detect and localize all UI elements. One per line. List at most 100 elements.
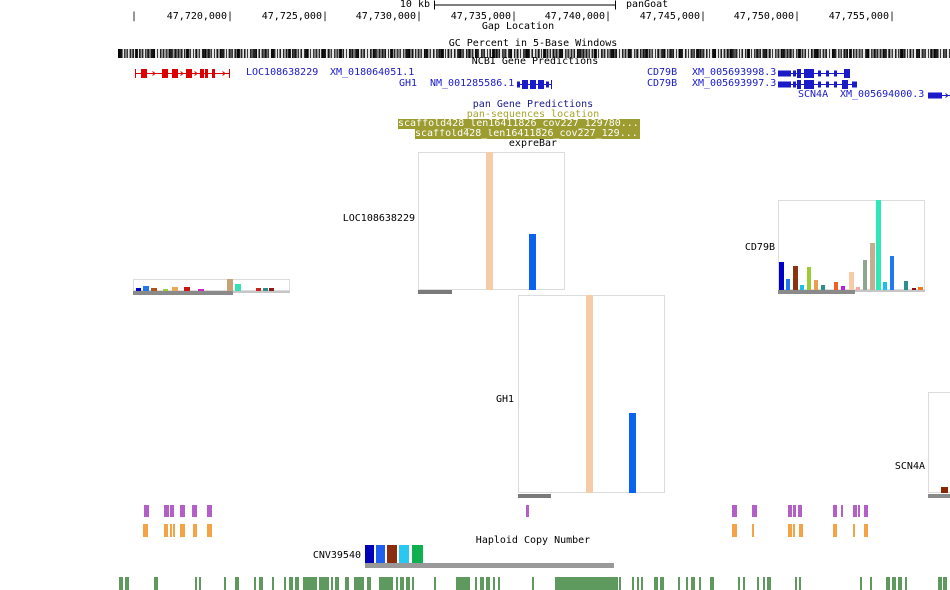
gc-percent-track[interactable] [118, 49, 950, 58]
expression-bar[interactable] [793, 266, 798, 290]
expression-bar[interactable] [263, 288, 268, 291]
gene-accession-label[interactable]: NM_001285586.1 [430, 78, 515, 89]
alignment-block[interactable] [412, 577, 414, 590]
alignment-block[interactable] [738, 577, 740, 590]
orange-variant-mark[interactable] [752, 524, 754, 537]
alignment-block[interactable] [367, 577, 371, 590]
expression-bar[interactable] [486, 152, 493, 290]
purple-variant-mark[interactable] [144, 505, 149, 517]
expression-bar[interactable] [227, 279, 233, 291]
expression-bar[interactable] [184, 287, 190, 291]
alignment-block[interactable] [331, 577, 333, 590]
expression-bar[interactable] [941, 487, 948, 493]
alignment-block[interactable] [354, 577, 364, 590]
gene-name-label[interactable]: SCN4A [798, 89, 829, 100]
alignment-block[interactable] [943, 577, 947, 590]
purple-variant-mark[interactable] [526, 505, 529, 517]
cnv-copy-block[interactable] [412, 545, 423, 563]
gene-structure[interactable] [778, 68, 853, 79]
gene-structure[interactable] [135, 68, 233, 79]
alignment-block[interactable] [619, 577, 621, 590]
alignment-block[interactable] [532, 577, 534, 590]
alignment-block[interactable] [154, 577, 158, 590]
cnv-copy-block[interactable] [365, 545, 374, 563]
expression-bar[interactable] [143, 286, 149, 291]
alignment-block[interactable] [235, 577, 239, 590]
expression-bar[interactable] [800, 285, 804, 290]
expression-bar[interactable] [163, 289, 168, 291]
alignment-block[interactable] [125, 577, 129, 590]
cnv-copy-block[interactable] [387, 545, 397, 563]
expression-bar[interactable] [890, 256, 894, 290]
alignment-block[interactable] [195, 577, 197, 590]
alignment-block[interactable] [272, 577, 274, 590]
alignment-block[interactable] [434, 577, 436, 590]
gene-accession-label[interactable]: XM_005693998.3 [692, 67, 777, 78]
alignment-block[interactable] [295, 577, 299, 590]
alignment-block[interactable] [763, 577, 765, 590]
alignment-block[interactable] [637, 577, 639, 590]
expression-bar[interactable] [807, 267, 811, 290]
purple-variant-mark[interactable] [752, 505, 757, 517]
gene-structure[interactable] [517, 79, 555, 90]
expression-bar[interactable] [256, 288, 261, 291]
alignment-block[interactable] [396, 577, 398, 590]
orange-variant-mark[interactable] [180, 524, 185, 537]
gene-name-label[interactable]: CD79B [647, 67, 678, 78]
orange-variant-mark[interactable] [143, 524, 148, 537]
alignment-block[interactable] [555, 577, 618, 590]
alignment-block[interactable] [345, 577, 349, 590]
orange-variant-mark[interactable] [173, 524, 175, 537]
expression-bar[interactable] [269, 288, 274, 291]
purple-variant-mark[interactable] [732, 505, 737, 517]
orange-variant-mark[interactable] [799, 524, 803, 537]
alignment-block[interactable] [406, 577, 410, 590]
alignment-block[interactable] [303, 577, 317, 590]
purple-variant-mark[interactable] [180, 505, 185, 517]
alignment-block[interactable] [400, 577, 404, 590]
alignment-block[interactable] [767, 577, 771, 590]
purple-variant-mark[interactable] [798, 505, 802, 517]
orange-variant-mark[interactable] [193, 524, 197, 537]
orange-variant-mark[interactable] [732, 524, 737, 537]
alignment-block[interactable] [660, 577, 664, 590]
orange-variant-mark[interactable] [833, 524, 837, 537]
alignment-block[interactable] [480, 577, 484, 590]
alignment-block[interactable] [632, 577, 634, 590]
expression-bar[interactable] [136, 288, 141, 291]
purple-variant-mark[interactable] [864, 505, 868, 517]
cnv-copy-block[interactable] [376, 545, 385, 563]
expression-bar[interactable] [151, 288, 157, 291]
alignment-block[interactable] [743, 577, 745, 590]
scaffold-item[interactable]: scaffold428_len16411826_cov227_129780... [398, 119, 640, 129]
purple-variant-mark[interactable] [858, 505, 860, 517]
alignment-block[interactable] [710, 577, 714, 590]
gene-accession-label[interactable]: XM_018064051.1 [330, 67, 415, 78]
expression-bar[interactable] [849, 272, 854, 290]
alignment-block[interactable] [379, 577, 393, 590]
gene-accession-label[interactable]: XM_005693997.3 [692, 78, 777, 89]
expression-bar[interactable] [834, 282, 838, 290]
alignment-block[interactable] [860, 577, 862, 590]
alignment-block[interactable] [686, 577, 688, 590]
purple-variant-mark[interactable] [164, 505, 169, 517]
alignment-block[interactable] [259, 577, 263, 590]
expression-bar[interactable] [876, 200, 881, 290]
expression-bar[interactable] [912, 288, 916, 290]
orange-variant-mark[interactable] [853, 524, 855, 537]
purple-variant-mark[interactable] [853, 505, 857, 517]
expression-bar[interactable] [586, 295, 593, 493]
expression-bar[interactable] [235, 284, 241, 291]
alignment-block[interactable] [886, 577, 890, 590]
expression-bar[interactable] [786, 279, 790, 290]
alignment-block[interactable] [641, 577, 643, 590]
alignment-block[interactable] [119, 577, 123, 590]
alignment-block[interactable] [905, 577, 907, 590]
expression-bar[interactable] [918, 287, 923, 290]
alignment-block[interactable] [799, 577, 801, 590]
alignment-block[interactable] [654, 577, 658, 590]
alignment-block[interactable] [289, 577, 293, 590]
alignment-block[interactable] [319, 577, 329, 590]
purple-variant-mark[interactable] [788, 505, 792, 517]
orange-variant-mark[interactable] [788, 524, 792, 537]
